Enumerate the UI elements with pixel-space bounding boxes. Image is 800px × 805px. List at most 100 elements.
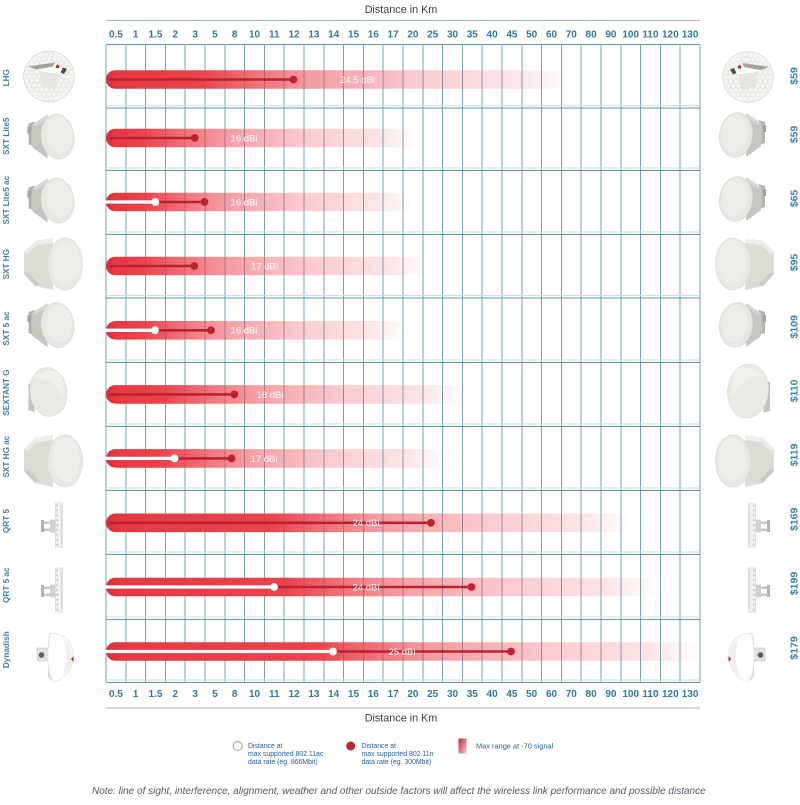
svg-text:10: 10 [249, 689, 261, 700]
svg-text:15: 15 [348, 689, 360, 700]
svg-text:Distance at: Distance at [362, 743, 397, 750]
svg-text:SXT Lite5: SXT Lite5 [2, 117, 11, 155]
svg-text:17 dBi: 17 dBi [251, 454, 278, 465]
svg-text:1: 1 [133, 689, 139, 700]
svg-text:100: 100 [622, 29, 639, 40]
svg-text:1.5: 1.5 [149, 29, 163, 40]
svg-text:13: 13 [308, 29, 320, 40]
svg-text:$59: $59 [788, 67, 800, 85]
svg-text:max supported 802.11n: max supported 802.11n [362, 751, 434, 758]
svg-text:2: 2 [173, 29, 179, 40]
svg-text:20: 20 [407, 689, 419, 700]
svg-text:17 dBi: 17 dBi [251, 261, 278, 272]
svg-text:$95: $95 [788, 254, 800, 272]
svg-text:SEXTANT G: SEXTANT G [2, 369, 11, 415]
svg-text:60: 60 [546, 29, 558, 40]
svg-text:11: 11 [269, 29, 280, 40]
svg-text:110: 110 [642, 29, 659, 40]
svg-text:$169: $169 [788, 507, 800, 531]
svg-text:11: 11 [269, 689, 280, 700]
svg-text:Dynadish: Dynadish [2, 631, 11, 668]
svg-text:17: 17 [388, 689, 400, 700]
svg-text:$119: $119 [788, 443, 800, 466]
svg-text:8: 8 [232, 29, 238, 40]
svg-text:14: 14 [328, 29, 340, 40]
svg-text:110: 110 [642, 689, 659, 700]
svg-text:Distance in Km: Distance in Km [365, 713, 438, 725]
svg-text:40: 40 [487, 29, 499, 40]
svg-text:3: 3 [192, 689, 198, 700]
svg-text:16: 16 [368, 689, 380, 700]
svg-text:50: 50 [526, 29, 538, 40]
svg-text:24 dBi: 24 dBi [353, 518, 380, 529]
svg-text:50: 50 [526, 689, 538, 700]
svg-text:70: 70 [566, 689, 578, 700]
svg-text:130: 130 [682, 29, 699, 40]
svg-text:Distance in Km: Distance in Km [365, 4, 438, 16]
svg-text:QRT 5 ac: QRT 5 ac [2, 567, 11, 603]
svg-text:1.5: 1.5 [149, 689, 163, 700]
svg-text:Distance at: Distance at [248, 743, 283, 750]
svg-text:18 dBi: 18 dBi [257, 390, 284, 401]
svg-text:16: 16 [368, 29, 380, 40]
svg-text:17: 17 [388, 29, 400, 40]
svg-text:1: 1 [133, 29, 139, 40]
svg-text:130: 130 [682, 689, 699, 700]
svg-text:20: 20 [407, 29, 419, 40]
svg-text:0.5: 0.5 [109, 689, 123, 700]
svg-text:QRT 5: QRT 5 [2, 509, 11, 534]
svg-text:LHG: LHG [2, 69, 11, 86]
svg-text:max supported 802.11ac: max supported 802.11ac [248, 751, 324, 758]
svg-text:SXT HG: SXT HG [2, 249, 11, 279]
svg-text:$59: $59 [788, 126, 800, 144]
svg-text:100: 100 [622, 689, 639, 700]
svg-text:12: 12 [289, 29, 301, 40]
svg-text:8: 8 [232, 689, 238, 700]
svg-text:13: 13 [308, 689, 320, 700]
svg-text:$110: $110 [788, 379, 800, 402]
svg-text:80: 80 [586, 689, 598, 700]
svg-text:16 dBi: 16 dBi [231, 197, 258, 208]
svg-text:SXT Lite5 ac: SXT Lite5 ac [2, 175, 11, 224]
svg-text:60: 60 [546, 689, 558, 700]
svg-text:30: 30 [447, 689, 459, 700]
svg-text:3: 3 [192, 29, 198, 40]
svg-text:25: 25 [427, 689, 439, 700]
svg-text:24.5 dBi: 24.5 dBi [340, 75, 375, 86]
svg-text:80: 80 [586, 29, 598, 40]
svg-text:15: 15 [348, 29, 360, 40]
svg-text:14: 14 [328, 689, 340, 700]
svg-text:SXT 5 ac: SXT 5 ac [2, 311, 11, 346]
svg-text:data rate (eg. 866Mbit): data rate (eg. 866Mbit) [248, 759, 318, 766]
svg-text:$109: $109 [788, 315, 800, 339]
svg-text:120: 120 [662, 689, 679, 700]
svg-text:25 dBi: 25 dBi [389, 647, 416, 658]
svg-text:2: 2 [173, 689, 179, 700]
svg-text:120: 120 [662, 29, 679, 40]
svg-text:5: 5 [212, 29, 218, 40]
svg-text:0.5: 0.5 [109, 29, 123, 40]
svg-text:16 dBi: 16 dBi [231, 133, 258, 144]
svg-text:45: 45 [506, 689, 518, 700]
svg-text:90: 90 [605, 689, 617, 700]
svg-text:35: 35 [467, 29, 479, 40]
svg-text:30: 30 [447, 29, 459, 40]
svg-text:90: 90 [605, 29, 617, 40]
svg-text:$199: $199 [788, 572, 800, 596]
svg-text:10: 10 [249, 29, 261, 40]
svg-text:16 dBi: 16 dBi [231, 326, 258, 337]
svg-text:45: 45 [506, 29, 518, 40]
svg-text:70: 70 [566, 29, 578, 40]
svg-text:25: 25 [427, 29, 439, 40]
svg-text:Max range at -70 signal: Max range at -70 signal [476, 742, 554, 751]
svg-text:40: 40 [487, 689, 499, 700]
svg-text:12: 12 [289, 689, 301, 700]
svg-text:$179: $179 [788, 636, 800, 660]
svg-text:24 dBi: 24 dBi [353, 582, 380, 593]
svg-text:5: 5 [212, 689, 218, 700]
svg-text:$65: $65 [788, 190, 800, 208]
svg-text:data rate (eg. 300Mbit): data rate (eg. 300Mbit) [362, 759, 432, 766]
svg-text:35: 35 [467, 689, 479, 700]
svg-text:SXT HG ac: SXT HG ac [2, 435, 11, 477]
svg-text:Note: line of sight, interfere: Note: line of sight, interference, align… [92, 786, 706, 797]
